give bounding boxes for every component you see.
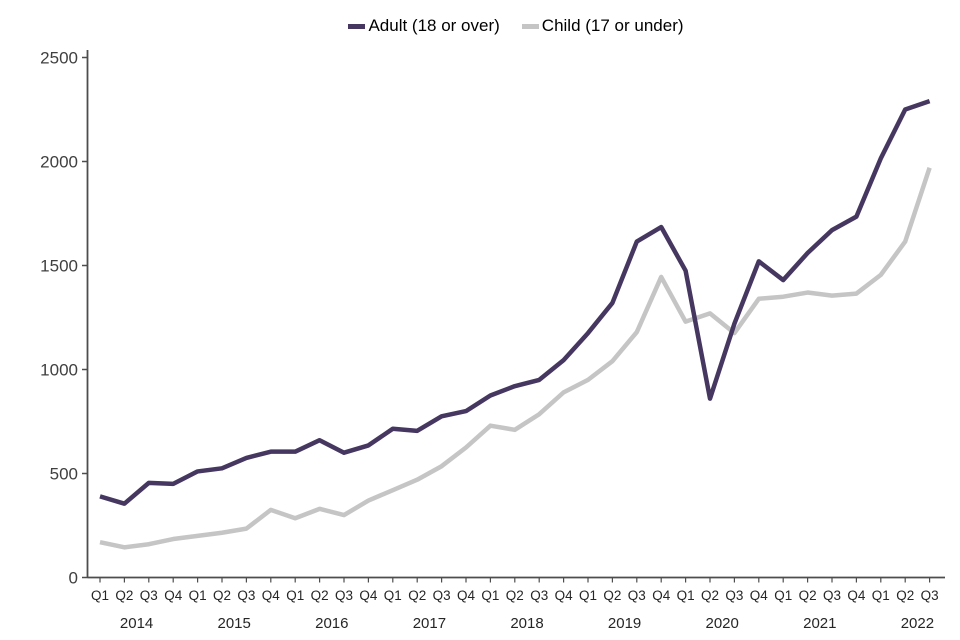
child-series-line [99,167,932,550]
year-label: 2016 [315,615,348,632]
x-tick-label: Q3 [530,588,548,603]
x-tick-label: Q2 [408,588,426,603]
x-tick-label: Q4 [652,588,671,603]
x-tick-label: Q4 [750,588,769,603]
child-series-swatch [521,23,539,29]
adult-series-swatch [348,23,366,29]
x-tick-label: Q1 [91,588,109,603]
x-tick-label: Q1 [579,588,597,603]
year-label: 2021 [803,615,836,632]
x-tick-label: Q4 [262,588,281,603]
x-tick-label: Q2 [115,588,133,603]
x-tick-label: Q4 [847,588,866,603]
x-tick-label: Q2 [506,588,524,603]
x-tick-label: Q3 [921,588,939,603]
x-tick-label: Q3 [335,588,353,603]
x-tick-label: Q3 [823,588,841,603]
legend-label-child: Child (17 or under) [541,16,684,35]
x-tick-label: Q4 [359,588,378,603]
year-label: 2019 [608,615,641,632]
x-tick-label: Q1 [286,588,304,603]
x-tick-label: Q1 [384,588,402,603]
legend-item-child: Child (17 or under) [521,16,684,36]
chart-legend: Adult (18 or over) Child (17 or under) [87,16,945,36]
year-label: 2022 [901,615,934,632]
legend-label-adult: Adult (18 or over) [368,16,500,35]
year-label: 2018 [510,615,543,632]
legend-item-adult: Adult (18 or over) [348,16,500,36]
y-tick-label: 1500 [40,257,78,276]
x-tick-label: Q4 [457,588,476,603]
year-label: 2014 [120,615,153,632]
y-tick-label: 2500 [40,49,78,68]
x-tick-label: Q2 [213,588,231,603]
x-tick-label: Q1 [872,588,890,603]
x-tick-label: Q1 [481,588,499,603]
x-tick-label: Q1 [189,588,207,603]
x-tick-label: Q3 [237,588,255,603]
adult-series-line [99,99,931,506]
x-tick-label: Q4 [164,588,183,603]
year-label: 2020 [706,615,739,632]
x-tick-label: Q3 [628,588,646,603]
x-tick-label: Q3 [725,588,743,603]
x-tick-label: Q2 [311,588,329,603]
x-tick-label: Q1 [677,588,695,603]
x-tick-label: Q2 [701,588,719,603]
y-tick-label: 2000 [40,153,78,172]
x-tick-label: Q3 [140,588,158,603]
x-tick-label: Q3 [433,588,451,603]
x-tick-label: Q4 [555,588,574,603]
y-tick-label: 1000 [40,361,78,380]
year-label: 2015 [218,615,251,632]
x-tick-label: Q1 [774,588,792,603]
x-tick-label: Q2 [603,588,621,603]
x-tick-label: Q2 [799,588,817,603]
year-label: 2017 [413,615,446,632]
y-tick-label: 500 [50,465,78,484]
y-tick-label: 0 [69,569,78,588]
x-tick-label: Q2 [896,588,914,603]
